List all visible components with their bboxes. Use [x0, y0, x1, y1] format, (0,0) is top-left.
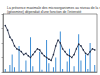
svg-text:(géosmine) dépendait d'une fon: (géosmine) dépendait d'une fonction de l…: [7, 10, 82, 14]
